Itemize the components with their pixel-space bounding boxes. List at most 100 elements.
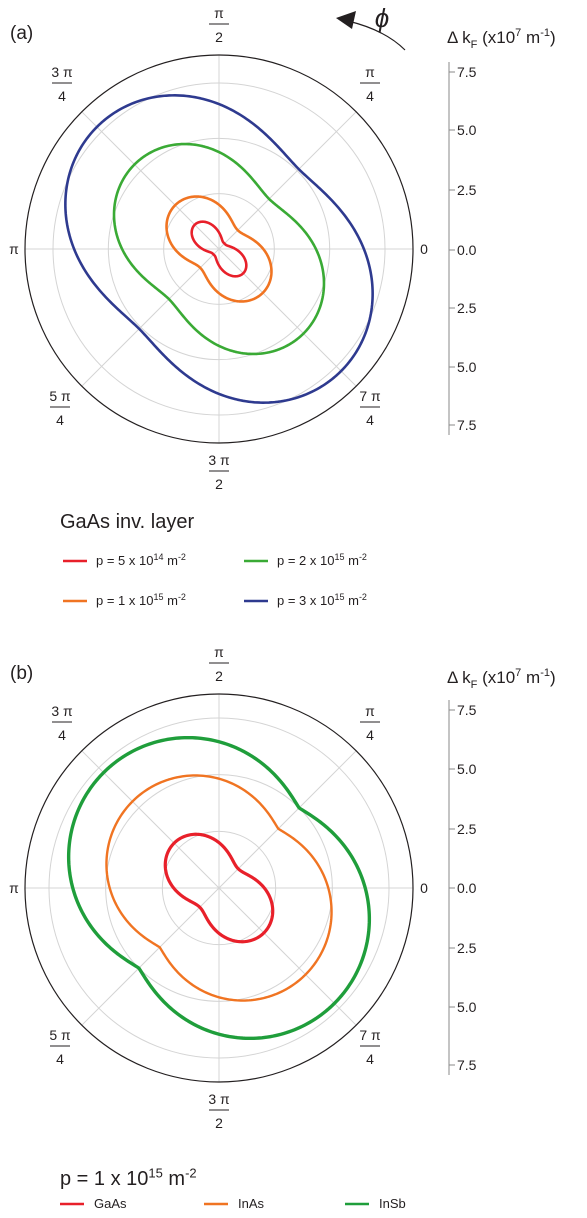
angle-label: π: [9, 880, 19, 896]
series-curve: [163, 832, 275, 944]
series-curve: [105, 774, 333, 1002]
radial-tick-label: 2.5: [457, 821, 477, 837]
radial-tick-label: 2.5: [457, 940, 477, 956]
angle-label-denominator: 4: [58, 727, 66, 743]
grid-spoke: [81, 111, 220, 250]
angle-label: π4: [360, 703, 380, 743]
angle-label: π4: [360, 64, 380, 104]
phi-symbol: ϕ: [375, 3, 389, 33]
angle-label-denominator: 4: [366, 412, 374, 428]
legend-title: p = 1 x 1015 m-2: [60, 1165, 197, 1190]
angle-label-denominator: 2: [215, 1115, 223, 1131]
series-curve: [112, 142, 326, 356]
phi-arrow-arc: [347, 20, 406, 51]
angle-label-denominator: 4: [56, 412, 64, 428]
radial-tick-label: 7.5: [457, 702, 477, 718]
grid-spoke: [81, 248, 220, 387]
legend-b: p = 1 x 1015 m-2 GaAs InAs InSb: [60, 1165, 406, 1211]
legend-item: p = 1 x 1015 m-2: [63, 592, 186, 608]
angle-label-value: π: [9, 880, 19, 896]
radial-axis: 7.5 5.0 2.5 0.0 2.5 5.0 7.5 Δ kF (x107 m-1): [447, 27, 556, 435]
phi-arrow-head: [336, 11, 356, 29]
legend-item: p = 2 x 1015 m-2: [244, 552, 367, 568]
series-curve: [66, 735, 372, 1041]
angle-label-numerator: 3 π: [51, 703, 73, 719]
angle-label-numerator: π: [365, 64, 375, 80]
angle-label-denominator: 2: [215, 29, 223, 45]
series-curve: [190, 220, 248, 278]
legend-label: p = 2 x 1015 m-2: [277, 552, 367, 568]
radial-tick-label: 5.0: [457, 122, 477, 138]
radial-tick-label: 5.0: [457, 761, 477, 777]
angle-label-denominator: 4: [58, 88, 66, 104]
angle-label: 0: [420, 241, 428, 257]
angle-label: 3 π 4: [51, 64, 73, 104]
angle-label: 3 π 4: [51, 703, 73, 743]
radial-tick-label: 0.0: [457, 880, 477, 896]
radial-axis-title: Δ kF (x107 m-1): [447, 27, 556, 51]
angle-label: 7 π 4: [359, 388, 381, 428]
angle-label-numerator: π: [365, 703, 375, 719]
angle-label-value: 0: [420, 880, 428, 896]
angle-label-numerator: 7 π: [359, 388, 381, 404]
radial-axis-title: Δ kF (x107 m-1): [447, 667, 556, 691]
angle-label: π2: [209, 5, 229, 45]
angle-label-denominator: 4: [56, 1051, 64, 1067]
legend-label: InAs: [238, 1196, 265, 1211]
legend-item: InSb: [345, 1196, 406, 1211]
grid-spoke: [218, 111, 357, 250]
angle-label-value: 0: [420, 241, 428, 257]
legend-label: p = 1 x 1015 m-2: [96, 592, 186, 608]
legend-label: GaAs: [94, 1196, 127, 1211]
angle-label-value: π: [9, 241, 19, 257]
legend-label: p = 3 x 1015 m-2: [277, 592, 367, 608]
angle-label: π: [9, 241, 19, 257]
angle-label-numerator: 3 π: [208, 1091, 230, 1107]
radial-tick-label: 7.5: [457, 1057, 477, 1073]
angle-label: 3 π 2: [208, 1091, 230, 1131]
series-curve: [165, 195, 273, 303]
angle-label-numerator: 5 π: [49, 388, 71, 404]
angle-label-denominator: 4: [366, 88, 374, 104]
angle-label-denominator: 2: [215, 668, 223, 684]
angle-label: π2: [209, 644, 229, 684]
legend-item: GaAs: [60, 1196, 127, 1211]
radial-tick-label: 7.5: [457, 64, 477, 80]
angle-label-denominator: 4: [366, 727, 374, 743]
legend-item: InAs: [204, 1196, 265, 1211]
legend-item: p = 3 x 1015 m-2: [244, 592, 367, 608]
series-curve: [64, 94, 374, 404]
angle-label: 0: [420, 880, 428, 896]
outer-circle: [24, 54, 414, 444]
angle-label: 5 π 4: [49, 1027, 71, 1067]
legend-label: InSb: [379, 1196, 406, 1211]
phi-indicator: ϕ: [336, 3, 406, 51]
legend-item: p = 5 x 1014 m-2: [63, 552, 186, 568]
radial-tick-label: 5.0: [457, 999, 477, 1015]
angle-label-numerator: 7 π: [359, 1027, 381, 1043]
radial-tick-label: 2.5: [457, 182, 477, 198]
angle-label-numerator: 5 π: [49, 1027, 71, 1043]
angle-label-numerator: 3 π: [208, 452, 230, 468]
grid-spoke: [81, 887, 220, 1026]
legend-title: GaAs inv. layer: [60, 511, 194, 533]
grid-spoke: [218, 750, 357, 889]
radial-tick-label: 2.5: [457, 300, 477, 316]
angle-label-denominator: 2: [215, 476, 223, 492]
angle-label-numerator: π: [214, 5, 224, 21]
angle-label: 3 π 2: [208, 452, 230, 492]
angle-label-denominator: 4: [366, 1051, 374, 1067]
angle-label: 5 π 4: [49, 388, 71, 428]
radial-tick-label: 0.0: [457, 242, 477, 258]
angle-label-numerator: 3 π: [51, 64, 73, 80]
radial-axis: 7.5 5.0 2.5 0.0 2.5 5.0 7.5 Δ kF (x107 m-1): [447, 667, 556, 1075]
angle-label: 7 π 4: [359, 1027, 381, 1067]
radial-tick-label: 7.5: [457, 417, 477, 433]
panel-label: (b): [10, 663, 33, 684]
outer-circle: [24, 693, 414, 1083]
legend-a: GaAs inv. layer p = 5 x 1014 m-2 p = 1 x 1…: [60, 511, 367, 608]
panel-label: (a): [10, 23, 33, 44]
